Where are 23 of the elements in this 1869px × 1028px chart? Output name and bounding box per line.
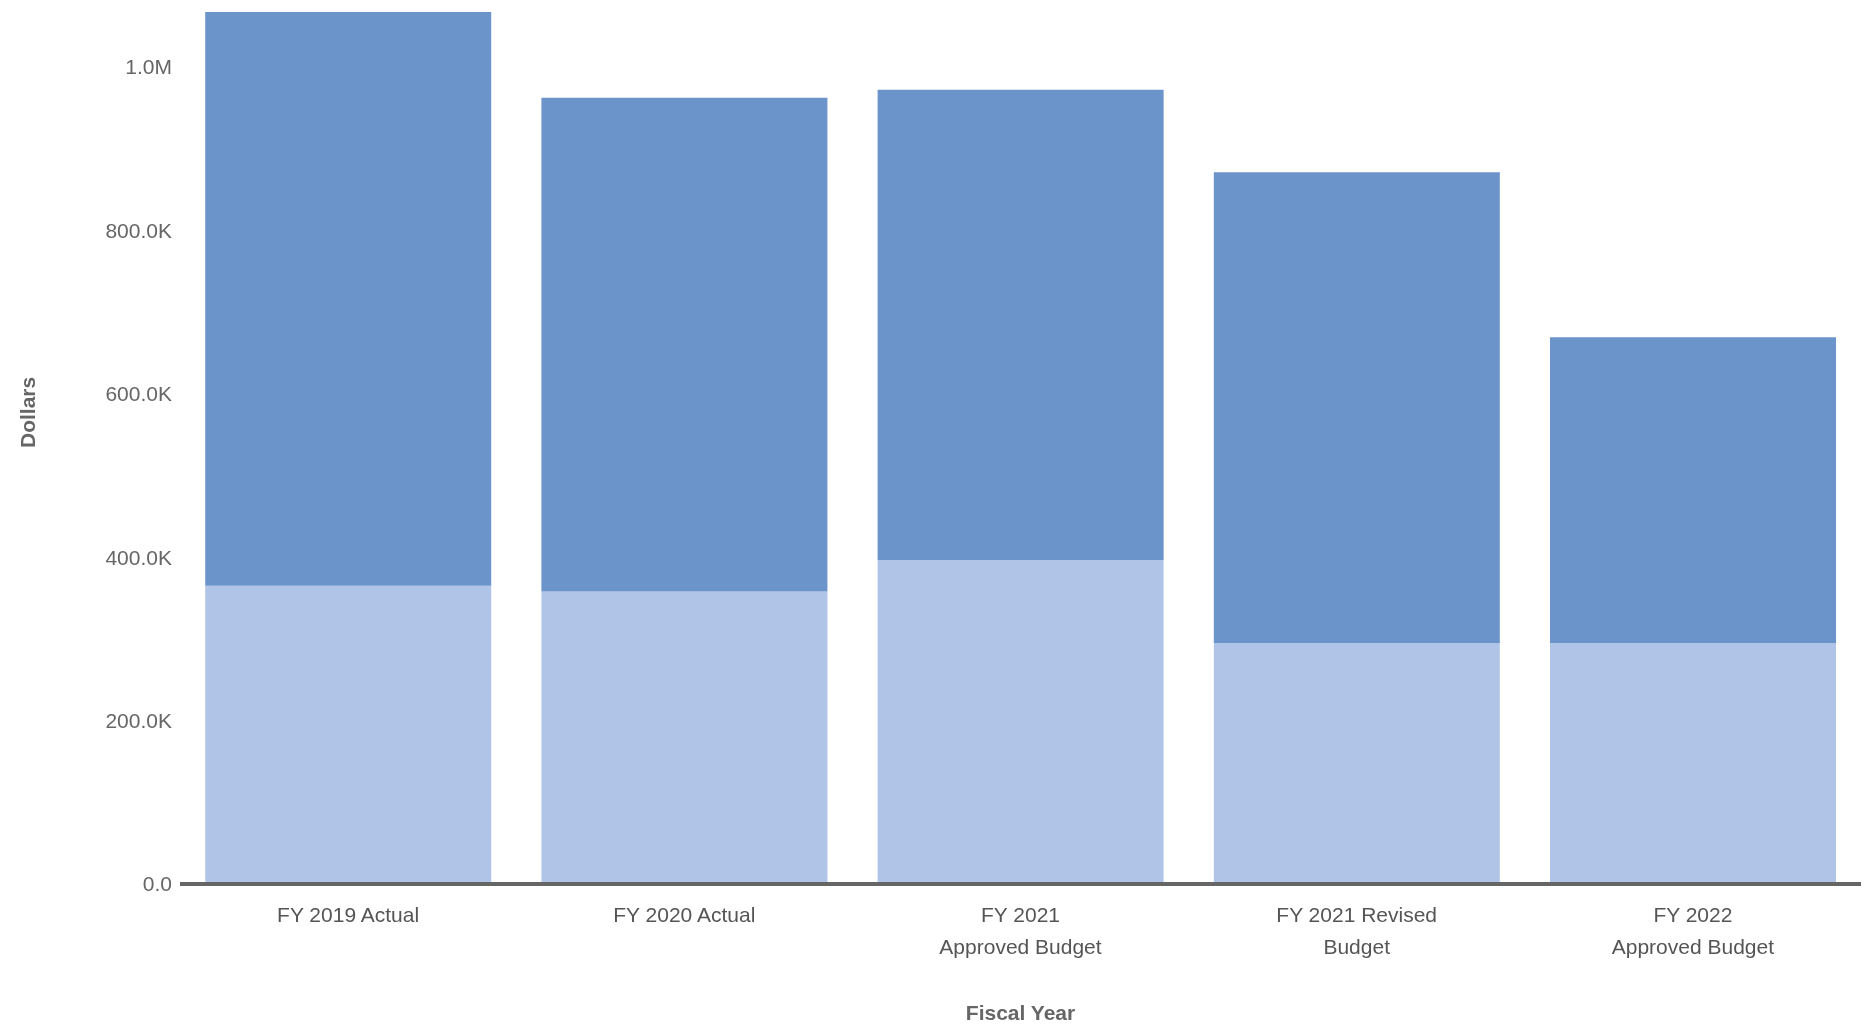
x-tick-label: FY 2020 Actual: [613, 903, 756, 926]
y-tick-label: 600.0K: [105, 382, 172, 406]
y-tick-label: 1.0M: [125, 55, 172, 79]
bar: [1213, 172, 1500, 643]
y-tick-label: 800.0K: [105, 218, 172, 242]
y-tick-label: 200.0K: [105, 709, 172, 733]
bar: [877, 89, 1164, 561]
x-tick-label: FY 2019 Actual: [277, 903, 420, 926]
x-tick-label: FY 2022 Approved Budget: [1611, 903, 1775, 958]
bar: [1550, 642, 1837, 884]
bar: [1213, 642, 1500, 884]
y-axis-title: Dollars: [16, 376, 40, 448]
bar: [205, 12, 492, 586]
bar: [541, 591, 828, 884]
x-axis-title: Fiscal Year: [965, 1001, 1076, 1024]
x-tick-label: FY 2021 Revised Budget: [1276, 903, 1438, 958]
y-tick-label: 400.0K: [105, 545, 172, 569]
bar: [877, 560, 1164, 884]
bar: [1550, 337, 1837, 643]
y-tick-label: 0.0: [142, 872, 172, 896]
x-tick-label: FY 2021 Approved Budget: [939, 903, 1102, 958]
bar: [205, 585, 492, 884]
bar: [541, 97, 828, 592]
